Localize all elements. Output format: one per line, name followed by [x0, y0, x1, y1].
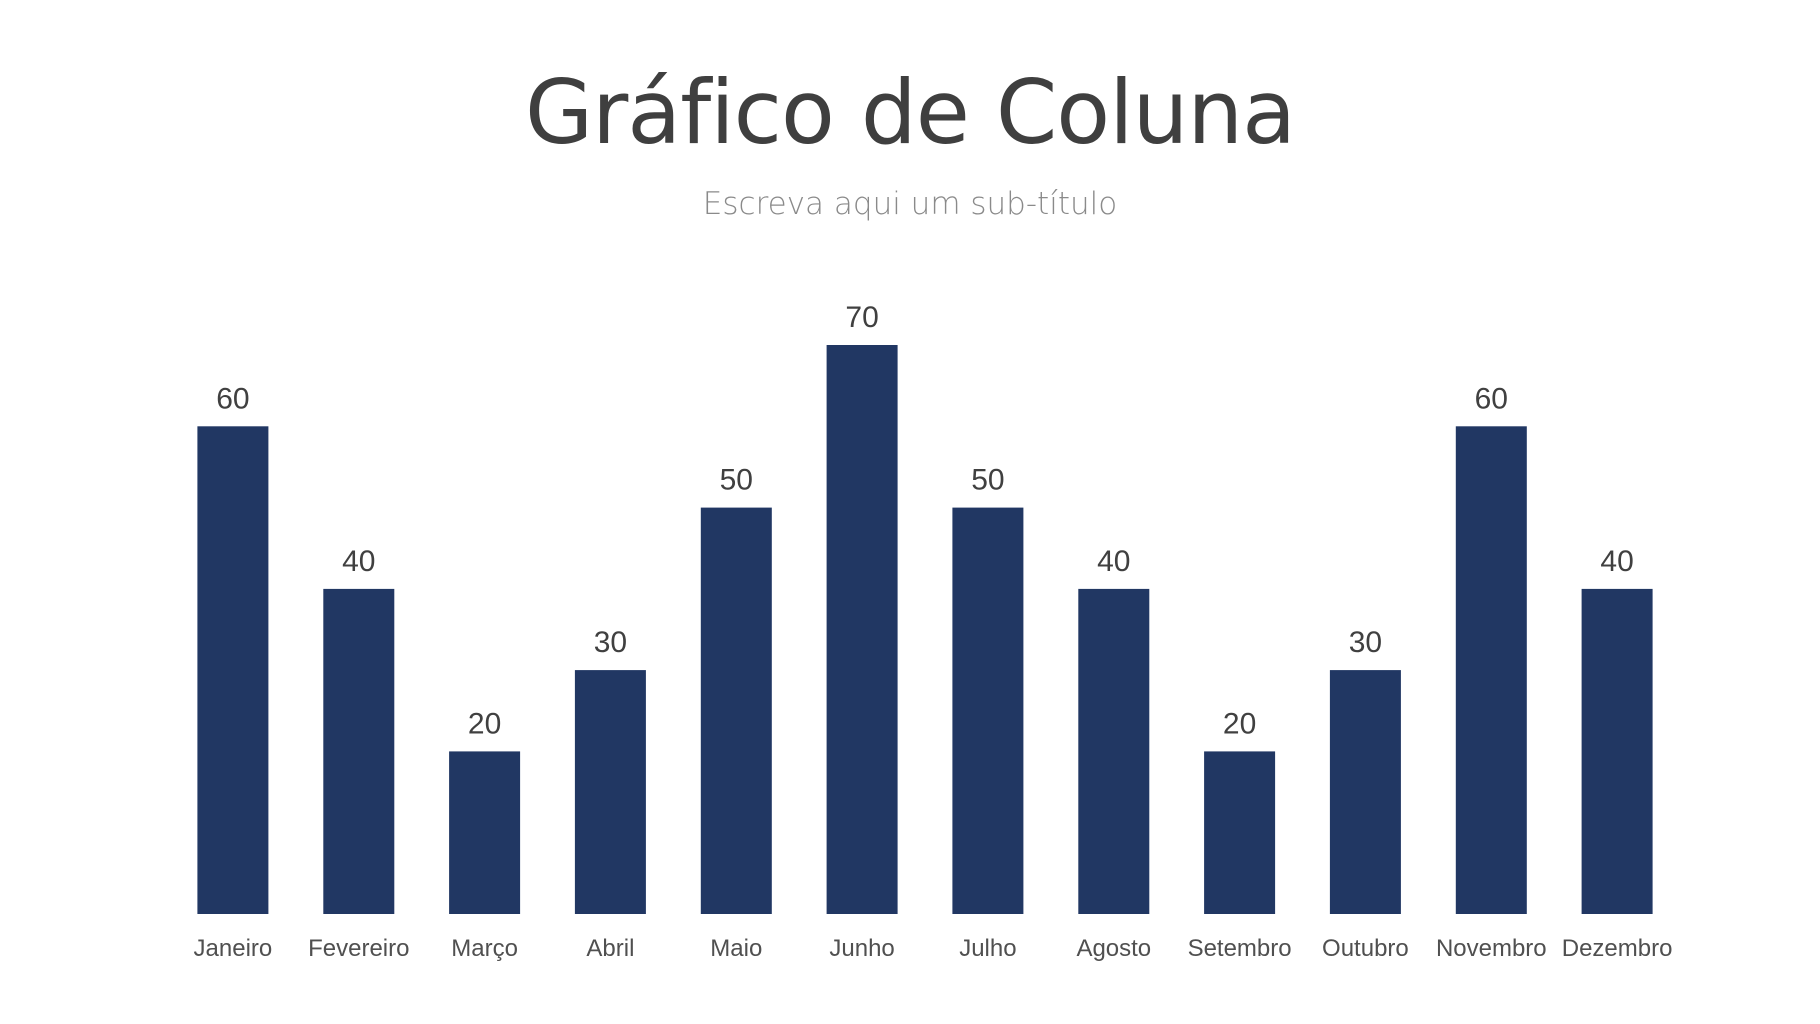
- chart-subtitle: Escreva aqui um sub-título: [702, 186, 1118, 222]
- data-label-abril: 30: [594, 626, 627, 659]
- data-label-julho: 50: [971, 464, 1004, 497]
- data-label-group: 60 40 20 30 50 70 50 40 20 30 60 40: [216, 301, 1634, 740]
- category-label-março: Março: [451, 935, 518, 962]
- data-label-dezembro: 40: [1600, 545, 1633, 578]
- bar-outubro: [1329, 670, 1401, 914]
- category-label-group: Janeiro Fevereiro Março Abril Maio Junho Julho…: [194, 935, 1673, 962]
- bar-novembro: [1455, 426, 1527, 914]
- category-label-maio: Maio: [710, 935, 762, 962]
- bar-julho: [952, 507, 1024, 914]
- bar-maio: [700, 507, 772, 914]
- bar-fevereiro: [323, 588, 395, 914]
- category-label-janeiro: Janeiro: [194, 935, 273, 962]
- category-label-setembro: Setembro: [1188, 935, 1292, 962]
- data-label-junho: 70: [845, 301, 878, 334]
- bar-janeiro: [197, 426, 269, 914]
- category-label-junho: Junho: [829, 935, 894, 962]
- data-label-novembro: 60: [1475, 382, 1508, 415]
- category-label-abril: Abril: [586, 935, 634, 962]
- category-label-julho: Julho: [959, 935, 1016, 962]
- category-label-fevereiro: Fevereiro: [308, 935, 409, 962]
- chart-title: Gráfico de Coluna: [524, 61, 1296, 164]
- bar-setembro: [1204, 751, 1276, 914]
- data-label-fevereiro: 40: [342, 545, 375, 578]
- data-label-setembro: 20: [1223, 707, 1256, 740]
- data-label-março: 20: [468, 707, 501, 740]
- data-label-janeiro: 60: [216, 382, 249, 415]
- bar-dezembro: [1581, 588, 1653, 914]
- bar-abril: [574, 670, 646, 914]
- category-label-dezembro: Dezembro: [1562, 935, 1673, 962]
- category-label-agosto: Agosto: [1076, 935, 1151, 962]
- data-label-maio: 50: [720, 464, 753, 497]
- bar-group: [197, 345, 1653, 914]
- data-label-outubro: 30: [1349, 626, 1382, 659]
- bar-agosto: [1078, 588, 1150, 914]
- bar-junho: [826, 345, 898, 914]
- data-label-agosto: 40: [1097, 545, 1130, 578]
- category-label-novembro: Novembro: [1436, 935, 1547, 962]
- bar-março: [449, 751, 521, 914]
- category-label-outubro: Outubro: [1322, 935, 1409, 962]
